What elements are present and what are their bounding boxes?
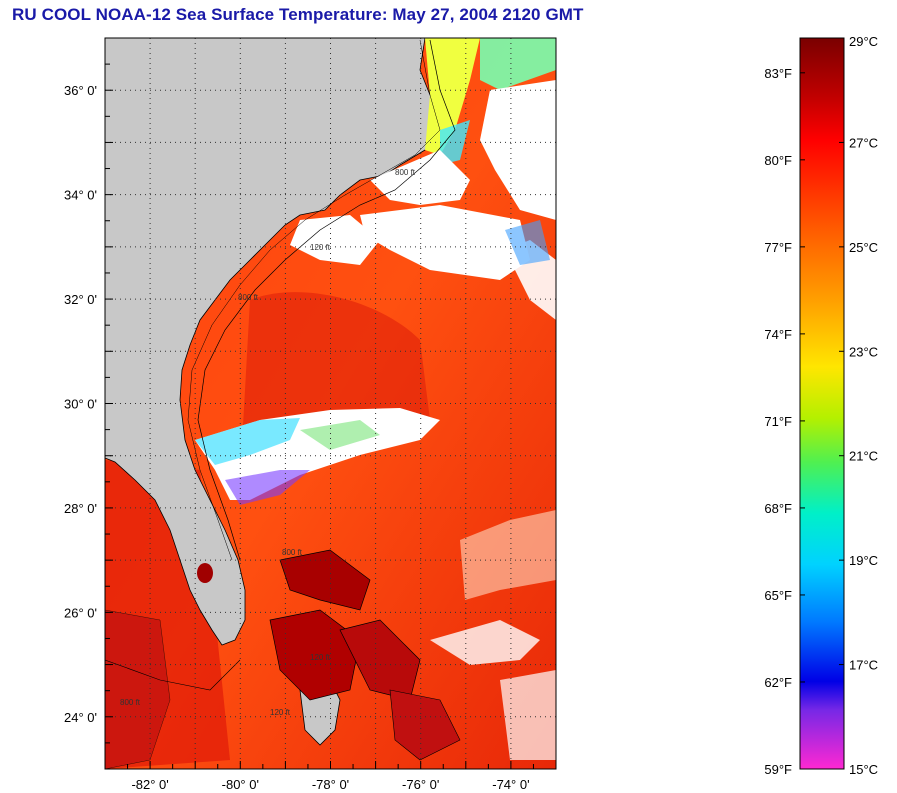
- colorbar-celsius-labels: 29°C 27°C 25°C 23°C 21°C 19°C 17°C 15°C: [849, 34, 878, 777]
- cold-water-ne: [480, 38, 556, 90]
- lon-label: -74° 0': [492, 777, 529, 792]
- contour-label: 800 ft: [282, 548, 303, 557]
- fahrenheit-label: 74°F: [764, 327, 792, 342]
- lat-label: 36° 0': [64, 83, 97, 98]
- land-us-coast: [105, 38, 446, 646]
- lon-label: -78° 0': [312, 777, 349, 792]
- bahamas-bank-north: [279, 549, 371, 611]
- latitude-labels: 36° 0' 34° 0' 32° 0' 30° 0' 28° 0' 26° 0' 24° …: [64, 83, 97, 725]
- fahrenheit-label: 71°F: [764, 414, 792, 429]
- gridlines: [105, 38, 556, 769]
- celsius-label: 15°C: [849, 762, 878, 777]
- contour-label: 800 ft: [238, 293, 259, 302]
- cloud-far-southeast: [500, 670, 556, 760]
- fahrenheit-label: 62°F: [764, 675, 792, 690]
- lat-label: 28° 0': [64, 501, 97, 516]
- fahrenheit-label: 77°F: [764, 240, 792, 255]
- celsius-label: 25°C: [849, 240, 878, 255]
- lat-label: 26° 0': [64, 605, 97, 620]
- lake-okeechobee: [197, 563, 213, 583]
- contour-120ft-coast: [187, 39, 441, 561]
- celsius-label: 29°C: [849, 34, 878, 49]
- colorbar-frame: [799, 37, 845, 770]
- lat-label: 30° 0': [64, 397, 97, 412]
- contour-florida-straits: [105, 659, 241, 691]
- celsius-label: 21°C: [849, 449, 878, 464]
- cloud-offshore: [360, 205, 530, 280]
- cloud-ne: [480, 80, 556, 220]
- bahamas-bank-great: [269, 609, 361, 701]
- chart-title: RU COOL NOAA-12 Sea Surface Temperature:…: [12, 5, 584, 24]
- lon-label: -80° 0': [222, 777, 259, 792]
- colorbar-fahrenheit-labels: 83°F 80°F 77°F 74°F 71°F 68°F 65°F 62°F 59°F: [764, 66, 792, 777]
- lat-label: 24° 0': [64, 710, 97, 725]
- contour-label: 120 ft: [310, 243, 331, 252]
- lon-label: -82° 0': [131, 777, 168, 792]
- cloud-carolina: [370, 150, 470, 205]
- longitude-labels: -82° 0' -80° 0' -78° 0' -76° 0' -74° 0': [131, 777, 529, 792]
- colorbar-ticks: [800, 37, 844, 770]
- fahrenheit-label: 65°F: [764, 588, 792, 603]
- celsius-label: 17°C: [849, 658, 878, 673]
- fahrenheit-label: 68°F: [764, 501, 792, 516]
- contour-label: 800 ft: [395, 168, 416, 177]
- fahrenheit-label: 80°F: [764, 153, 792, 168]
- cloud-edge-blue: [505, 220, 550, 265]
- fahrenheit-label: 83°F: [764, 66, 792, 81]
- contour-800ft-coast: [197, 39, 456, 561]
- cloud-coast: [290, 215, 380, 265]
- celsius-label: 27°C: [849, 135, 878, 150]
- florida-shelf-west: [105, 609, 171, 769]
- map-ticks: [104, 37, 557, 770]
- bahamas-bank-south: [389, 689, 461, 761]
- map-panel: 800 ft 120 ft 800 ft 120 ft 800 ft 800 f…: [105, 38, 556, 769]
- cloud-southeast: [430, 620, 540, 665]
- lat-label: 32° 0': [64, 292, 97, 307]
- contour-label: 800 ft: [120, 698, 141, 707]
- bahamas-bank-east: [339, 619, 421, 701]
- streak-green: [300, 420, 380, 450]
- haze-east: [460, 510, 556, 600]
- streak-cyan: [195, 418, 300, 465]
- lon-label: -76° 0': [402, 777, 439, 792]
- streak-violet: [225, 470, 310, 505]
- celsius-label: 23°C: [849, 344, 878, 359]
- fahrenheit-label: 59°F: [764, 762, 792, 777]
- celsius-label: 19°C: [849, 553, 878, 568]
- contour-label: 120 ft: [310, 653, 331, 662]
- lat-label: 34° 0': [64, 188, 97, 203]
- colorbar: [800, 38, 844, 769]
- contour-label: 120 ft: [270, 708, 291, 717]
